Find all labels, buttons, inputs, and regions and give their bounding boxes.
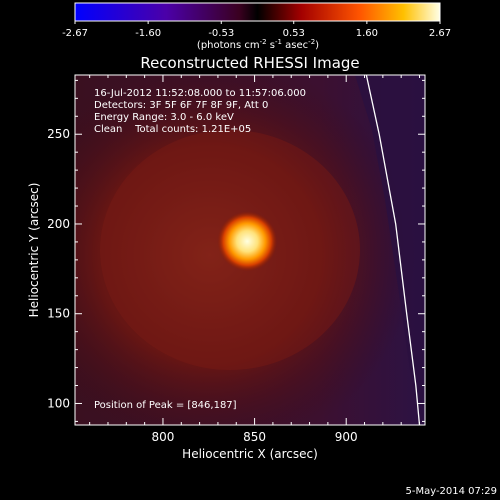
colorbar-unit-part: -2 <box>260 38 267 46</box>
solar-limb <box>365 75 421 425</box>
x-tick-label: 850 <box>243 430 266 444</box>
colorbar-unit-part: -1 <box>275 38 282 46</box>
colorbar-unit-part: s <box>267 40 275 51</box>
colorbar-tick-label: -1.60 <box>135 28 161 39</box>
info-line-detectors: Detectors: 3F 5F 6F 7F 8F 9F, Att 0 <box>94 100 268 111</box>
x-axis: 800 850 900 <box>89 75 421 444</box>
chart-title: Reconstructed RHESSI Image <box>140 54 359 72</box>
y-axis: 100 150 200 250 <box>47 79 425 422</box>
x-tick-label: 800 <box>152 430 175 444</box>
colorbar-tick-label: -2.67 <box>62 28 88 39</box>
colorbar-ticks: -2.67 -1.60 -0.53 0.53 1.60 2.67 <box>62 21 451 39</box>
peak-source <box>217 211 278 272</box>
y-tick-label: 200 <box>47 217 70 231</box>
colorbar-tick-label: 0.53 <box>283 28 305 39</box>
colorbar-tick-label: 2.67 <box>429 28 451 39</box>
info-line-clean: Clean Total counts: 1.21E+05 <box>94 124 251 135</box>
peak-position-label: Position of Peak = [846,187] <box>94 400 237 411</box>
info-block: 16-Jul-2012 11:52:08.000 to 11:57:06.000… <box>94 88 306 135</box>
info-line-energy: Energy Range: 3.0 - 6.0 keV <box>94 112 234 123</box>
colorbar-unit-part: asec <box>282 40 308 51</box>
info-line-time: 16-Jul-2012 11:52:08.000 to 11:57:06.000 <box>94 88 306 99</box>
colorbar <box>74 2 441 22</box>
colorbar-unit: (photons cm-2 s-1 asec-2) <box>197 38 319 51</box>
colorbar-unit-part: ) <box>315 40 319 51</box>
colorbar-tick-label: 1.60 <box>356 28 378 39</box>
x-tick-label: 900 <box>335 430 358 444</box>
y-tick-label: 100 <box>47 396 70 410</box>
y-tick-label: 150 <box>47 307 70 321</box>
plot-frame <box>74 74 426 426</box>
y-axis-label: Heliocentric Y (arcsec) <box>27 183 41 318</box>
footer-date: 5-May-2014 07:29 <box>405 486 497 497</box>
off-limb-region <box>355 75 425 425</box>
image-area <box>75 75 425 425</box>
x-axis-label: Heliocentric X (arcsec) <box>182 447 318 461</box>
colorbar-unit-part: (photons cm <box>197 40 260 51</box>
colorbar-tick-label: -0.53 <box>208 28 234 39</box>
y-tick-label: 250 <box>47 127 70 141</box>
colorbar-unit-part: -2 <box>308 38 315 46</box>
